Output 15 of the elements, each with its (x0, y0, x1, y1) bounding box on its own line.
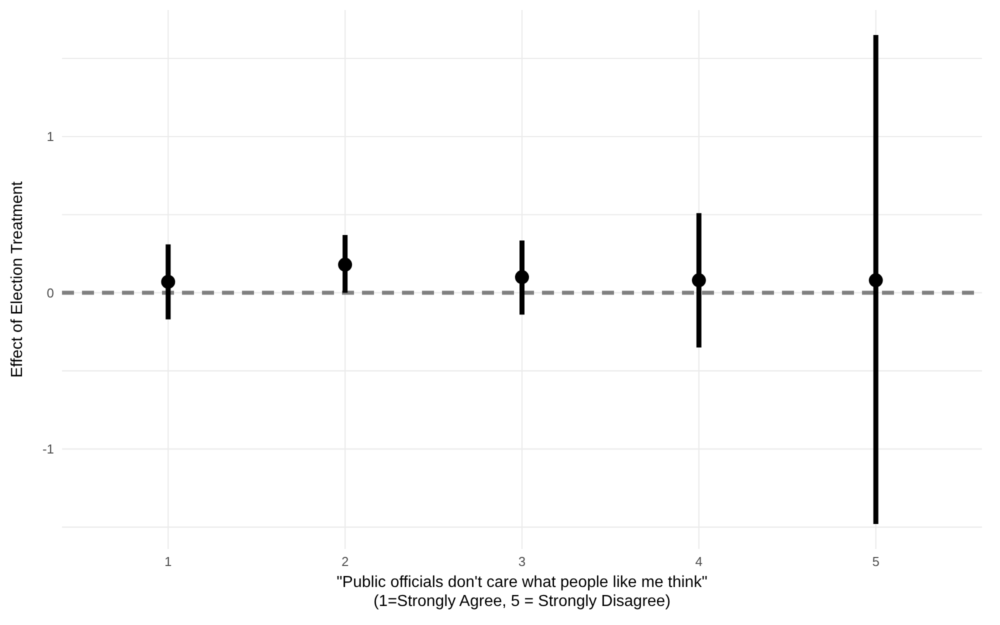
y-axis-title: Effect of Election Treatment (9, 180, 26, 378)
y-tick-label: 0 (46, 285, 54, 300)
point (338, 258, 352, 272)
x-tick-label: 4 (695, 554, 703, 570)
x-tick-label: 3 (518, 554, 526, 570)
x-tick-label: 1 (164, 554, 172, 570)
point (515, 270, 529, 284)
point (868, 273, 883, 288)
y-tick-label: 1 (46, 129, 54, 144)
x-axis-title: "Public officials don't care what people like me think" (1=Strongly Agree, 5 = Strongly Disagree) (336, 574, 708, 610)
y-tick-label: -1 (42, 442, 54, 457)
point (161, 274, 176, 289)
x-tick-label: 2 (341, 554, 349, 570)
x-tick-label: 5 (872, 554, 880, 570)
point (692, 273, 706, 288)
